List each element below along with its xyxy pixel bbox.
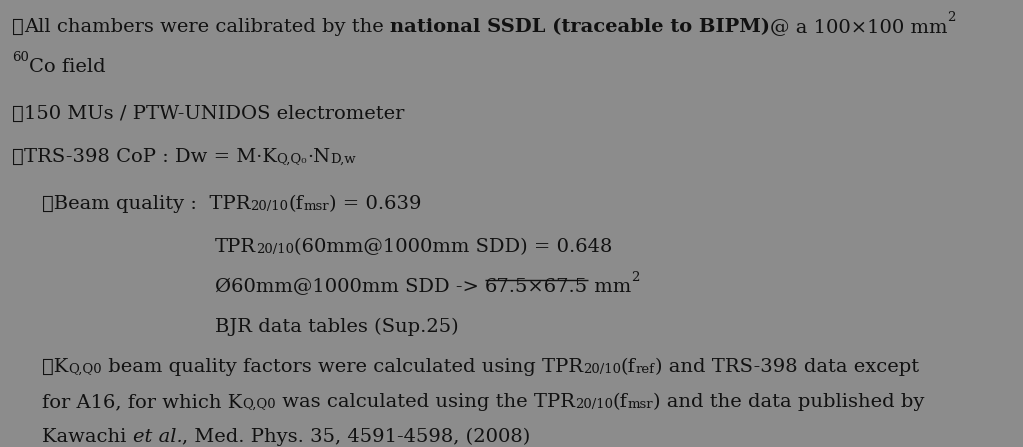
- Text: @ a 100×100 mm: @ a 100×100 mm: [769, 18, 947, 36]
- Text: D,w: D,w: [330, 153, 356, 166]
- Text: ) = 0.639: ) = 0.639: [329, 195, 421, 213]
- Text: et al.: et al.: [133, 428, 182, 446]
- Text: Co field: Co field: [29, 58, 105, 76]
- Text: 20/10: 20/10: [251, 200, 288, 213]
- Text: (60mm@1000mm SDD) = 0.648: (60mm@1000mm SDD) = 0.648: [295, 238, 613, 256]
- Text: Ø60mm@1000mm SDD ->: Ø60mm@1000mm SDD ->: [215, 278, 485, 296]
- Text: ✓: ✓: [12, 105, 24, 123]
- Text: 20/10: 20/10: [256, 243, 295, 256]
- Text: 20/10: 20/10: [575, 398, 613, 411]
- Text: ➤Beam quality :  TPR: ➤Beam quality : TPR: [42, 195, 251, 213]
- Text: was calculated using the TPR: was calculated using the TPR: [276, 393, 575, 411]
- Text: Kawachi: Kawachi: [42, 428, 133, 446]
- Text: msr: msr: [628, 398, 654, 411]
- Text: Q,Q₀: Q,Q₀: [276, 153, 307, 166]
- Text: , Med. Phys. 35, 4591-4598, (2008): , Med. Phys. 35, 4591-4598, (2008): [182, 428, 531, 446]
- Text: msr: msr: [304, 200, 329, 213]
- Text: for A16, for which K: for A16, for which K: [42, 393, 242, 411]
- Text: 67.5×67.5: 67.5×67.5: [485, 278, 588, 296]
- Text: All chambers were calibrated by the: All chambers were calibrated by the: [24, 18, 390, 36]
- Text: TRS-398 CoP : Dw = M·K: TRS-398 CoP : Dw = M·K: [24, 148, 276, 166]
- Text: (f: (f: [288, 195, 304, 213]
- Text: ✓: ✓: [12, 148, 24, 166]
- Text: Q,Q0: Q,Q0: [242, 398, 276, 411]
- Text: national SSDL (traceable to BIPM): national SSDL (traceable to BIPM): [390, 18, 769, 36]
- Text: ·N: ·N: [307, 148, 330, 166]
- Text: ) and the data published by: ) and the data published by: [654, 393, 925, 411]
- Text: TPR: TPR: [215, 238, 256, 256]
- Text: 2: 2: [947, 11, 955, 24]
- Text: 150 MUs / PTW-UNIDOS electrometer: 150 MUs / PTW-UNIDOS electrometer: [24, 105, 404, 123]
- Text: 2: 2: [631, 271, 639, 284]
- Text: 60: 60: [12, 51, 29, 64]
- Text: beam quality factors were calculated using TPR: beam quality factors were calculated usi…: [102, 358, 583, 376]
- Text: ➤K: ➤K: [42, 358, 69, 376]
- Text: Q,Q0: Q,Q0: [69, 363, 102, 376]
- Text: (f: (f: [621, 358, 636, 376]
- Text: 20/10: 20/10: [583, 363, 621, 376]
- Text: mm: mm: [588, 278, 631, 296]
- Text: BJR data tables (Sup.25): BJR data tables (Sup.25): [215, 318, 458, 336]
- Text: ref: ref: [636, 363, 655, 376]
- Text: ✓: ✓: [12, 18, 24, 36]
- Text: ) and TRS-398 data except: ) and TRS-398 data except: [655, 358, 919, 376]
- Text: (f: (f: [613, 393, 628, 411]
